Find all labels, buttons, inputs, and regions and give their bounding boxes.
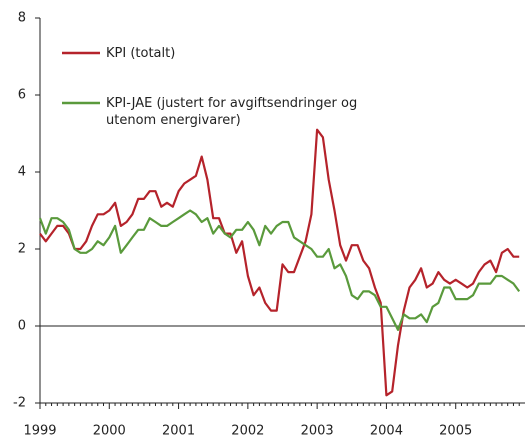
x-tick-label: 2001 — [162, 424, 195, 439]
legend-label: KPI-JAE (justert for avgiftsendringer og… — [106, 96, 358, 128]
x-tick-label: 2002 — [231, 424, 264, 439]
x-tick-label: 2003 — [301, 424, 334, 439]
y-tick-label: 0 — [18, 319, 26, 334]
x-tick-label: 2000 — [93, 424, 126, 439]
series-line — [38, 209, 521, 331]
x-tick-label: 2005 — [439, 424, 472, 439]
x-tick-label: 1999 — [23, 424, 56, 439]
y-tick-label: 6 — [18, 88, 26, 103]
legend-label: KPI (totalt) — [106, 46, 176, 61]
y-tick-label: -2 — [13, 396, 26, 411]
x-tick-label: 2004 — [370, 424, 403, 439]
y-tick-label: 8 — [18, 11, 26, 26]
y-tick-label: 2 — [18, 242, 26, 257]
y-tick-label: 4 — [18, 165, 26, 180]
series-line — [39, 128, 520, 397]
